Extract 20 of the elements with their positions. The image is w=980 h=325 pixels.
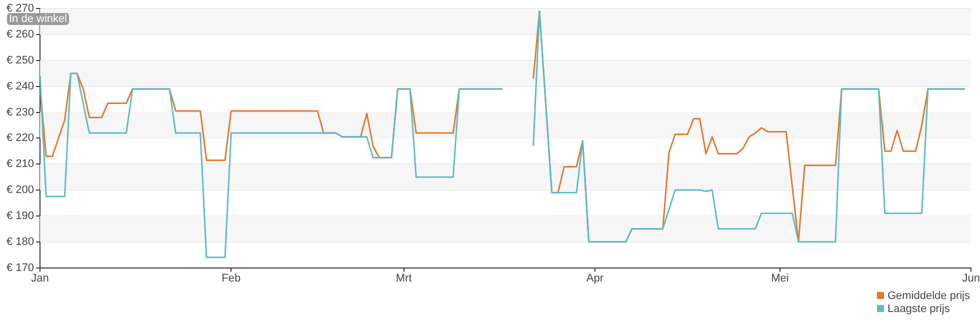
x-tick-label: Jun [962, 272, 980, 284]
legend-label: Gemiddelde prijs [886, 290, 970, 303]
y-tick-label: € 260 [6, 28, 34, 41]
y-tick-label: € 200 [6, 184, 34, 196]
y-tick-label: € 220 [6, 132, 34, 144]
x-tick-label: Apr [586, 272, 604, 284]
x-tick-label: Feb [222, 272, 241, 284]
y-tick-label: € 230 [6, 106, 34, 118]
y-tick-label: € 270 [6, 2, 34, 15]
y-tick-label: € 210 [6, 158, 34, 170]
y-tick-label: € 170 [6, 262, 34, 274]
y-tick-label: € 250 [6, 54, 34, 66]
y-tick-label: € 190 [6, 210, 34, 222]
legend-label: Laagste prijs [886, 303, 951, 316]
y-tick-label: € 240 [6, 80, 34, 92]
x-tick-label: Mei [771, 272, 789, 284]
x-tick-label: Mrt [396, 272, 412, 284]
y-tick-label: € 180 [6, 236, 34, 248]
x-tick-label: Jan [31, 272, 49, 284]
annotation: In de winkel [7, 13, 70, 25]
